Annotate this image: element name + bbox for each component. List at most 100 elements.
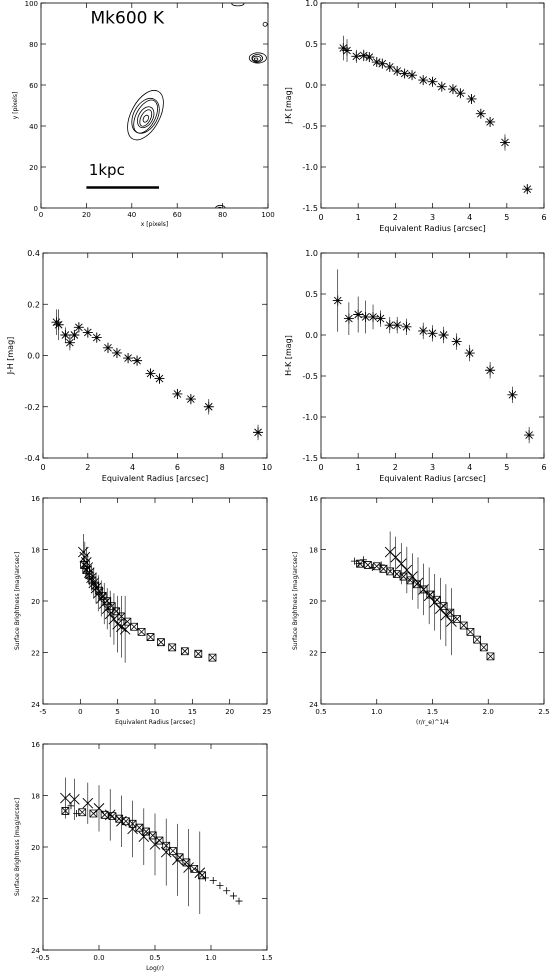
data-point xyxy=(102,342,113,353)
data-point xyxy=(438,330,449,340)
y-axis-label: Surface Brightness [mag/arcsec] xyxy=(14,798,21,896)
data-point xyxy=(499,137,510,148)
data-point xyxy=(485,116,496,127)
plus-point xyxy=(377,561,385,569)
data-point xyxy=(338,43,349,54)
x-tick-label: 1.0 xyxy=(205,954,216,962)
box-point xyxy=(473,635,481,644)
plot-frame xyxy=(320,252,545,459)
cross-point xyxy=(446,616,457,627)
cross-point xyxy=(407,571,418,582)
data-point xyxy=(455,88,466,99)
box-point xyxy=(180,647,189,656)
data-point xyxy=(447,84,458,95)
x-tick-label: -5 xyxy=(40,708,47,716)
x-tick-label: 80 xyxy=(218,211,227,219)
sb_log-panel: -0.5 0.0 0.5 1.0 1.5 16 18 20 22 24 Log(r) Surface … xyxy=(14,741,273,972)
contour-ring xyxy=(262,21,268,27)
y-tick-label: 20 xyxy=(31,844,40,852)
contour-ring xyxy=(248,52,267,64)
y-tick-label: 0.2 xyxy=(27,300,40,309)
data-point xyxy=(60,330,71,340)
x-tick-label: 0.0 xyxy=(93,954,104,962)
data-point xyxy=(332,295,343,306)
y-tick-label: 18 xyxy=(309,547,318,555)
x-tick-label: 8 xyxy=(220,463,225,472)
jh-panel: 0 2 4 6 8 10 -0.4 -0.2 0.0 0.2 0.4 Equivalent Radiu… xyxy=(6,249,272,483)
cross-point xyxy=(194,867,206,879)
contour-ring xyxy=(253,57,259,61)
box-point xyxy=(130,622,138,631)
data-point xyxy=(132,355,143,366)
cross-point xyxy=(390,551,402,563)
cross-point xyxy=(423,590,435,602)
x-tick-label: 10 xyxy=(151,708,160,716)
x-axis-label: Log(r) xyxy=(146,965,164,972)
box-point xyxy=(157,638,165,647)
data-point xyxy=(343,313,354,324)
data-point xyxy=(401,321,412,332)
cross-point xyxy=(429,596,441,608)
y-tick-label: -1.0 xyxy=(302,413,318,422)
y-tick-label: 0.5 xyxy=(305,290,318,299)
x-tick-label: 2 xyxy=(85,463,90,472)
x-tick-label: 0 xyxy=(318,213,323,222)
cross-point xyxy=(395,558,407,569)
data-point xyxy=(485,365,496,376)
plus-point xyxy=(223,887,231,895)
y-tick-label: 0.0 xyxy=(305,81,318,90)
plot-frame xyxy=(40,2,269,209)
x-axis-label: (r/r_e)^1/4 xyxy=(416,719,449,726)
box-point xyxy=(194,649,203,658)
data-point xyxy=(507,389,518,400)
data-point xyxy=(407,70,418,81)
y-axis-label: Surface Brightness [mag/arcsec] xyxy=(14,552,21,650)
y-tick-label: -0.2 xyxy=(24,403,40,412)
data-point xyxy=(64,337,75,348)
data-point xyxy=(203,401,214,412)
y-axis-label: Surface Brightness [mag/arcsec] xyxy=(292,552,299,650)
y-tick-label: 24 xyxy=(309,701,318,709)
y-tick-label: 16 xyxy=(31,495,40,503)
contour-ring xyxy=(142,114,149,123)
x-axis-label: Equivalent Radius [arcsec] xyxy=(379,224,485,233)
sb_r14-panel: 0.5 1.0 1.5 2.0 2.5 16 18 20 22 24 (r/r_e)^1/4 Surf… xyxy=(292,495,550,726)
y-tick-label: 1.0 xyxy=(305,249,318,258)
y-tick-label: 0 xyxy=(34,205,38,213)
data-point xyxy=(475,108,486,119)
cross-point xyxy=(95,593,107,604)
x-tick-label: 0.5 xyxy=(315,708,326,716)
data-point xyxy=(418,75,429,86)
data-point xyxy=(253,427,264,438)
x-tick-label: 20 xyxy=(225,708,234,716)
cross-point xyxy=(101,603,113,615)
x-tick-label: 2 xyxy=(393,463,398,472)
y-tick-label: 22 xyxy=(31,896,40,904)
plot-frame xyxy=(320,2,545,209)
x-axis-label: Equivalent Radius [arcsec] xyxy=(102,474,208,483)
cross-point xyxy=(149,839,161,850)
x-tick-label: 5 xyxy=(504,213,509,222)
x-tick-label: 1.5 xyxy=(261,954,272,962)
x-tick-label: 25 xyxy=(263,708,272,716)
contour-ring xyxy=(215,204,226,208)
data-point xyxy=(451,336,462,347)
box-point xyxy=(100,810,109,819)
x-tick-label: 1 xyxy=(356,213,361,222)
y-tick-label: 20 xyxy=(29,164,38,172)
data-point xyxy=(91,332,102,343)
y-axis-label: J-H [mag] xyxy=(6,337,15,376)
data-point xyxy=(375,313,386,324)
y-tick-label: 60 xyxy=(29,82,38,90)
x-tick-label: 2.0 xyxy=(483,708,494,716)
data-point xyxy=(418,325,429,336)
data-point xyxy=(399,68,410,79)
x-tick-label: 4 xyxy=(130,463,135,472)
data-point xyxy=(53,319,64,330)
x-tick-label: 4 xyxy=(467,463,472,472)
y-tick-label: 80 xyxy=(29,41,38,49)
box-point xyxy=(392,570,401,578)
cross-point xyxy=(401,564,413,576)
plus-point xyxy=(359,556,367,564)
